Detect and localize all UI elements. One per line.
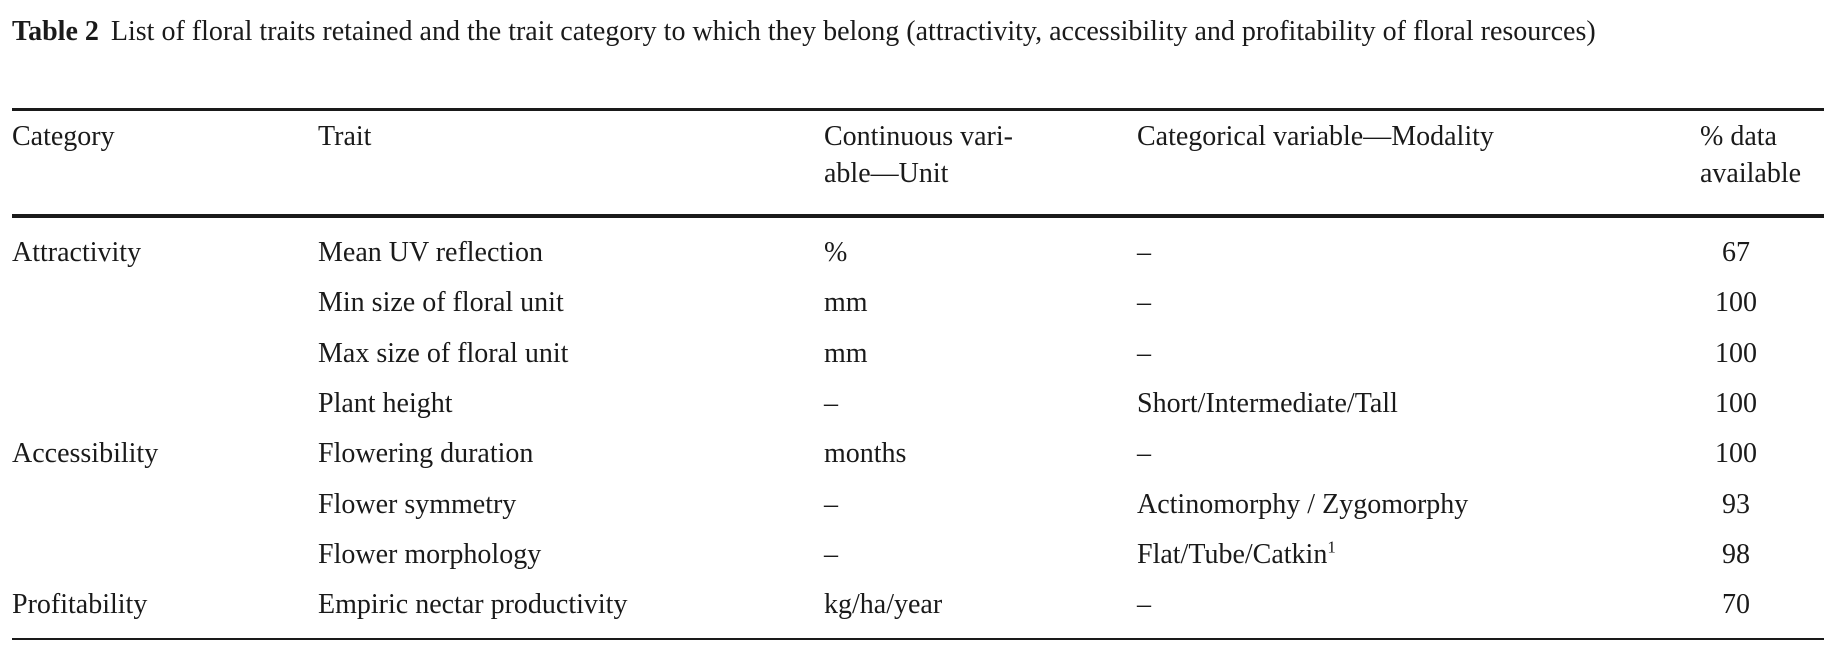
- cell-unit: mm: [824, 278, 868, 328]
- cell-modality-text: Flat/Tube/Catkin: [1137, 538, 1328, 570]
- cell-trait: Mean UV reflection: [318, 228, 543, 278]
- cell-data-available: 70: [1676, 580, 1796, 630]
- table-row: Profitability Empiric nectar productivity…: [0, 580, 1836, 630]
- cell-trait-text: Max size of floral unit: [318, 337, 569, 369]
- cell-trait-text: Empiric nectar productivity: [318, 589, 628, 621]
- bottom-rule: [12, 638, 1824, 640]
- cell-modality: Short/Intermediate/Tall: [1137, 379, 1398, 429]
- header-continuous-line1: Continuous vari-: [824, 121, 1013, 152]
- cell-unit-text: mm: [824, 287, 868, 319]
- cell-unit: –: [824, 379, 838, 429]
- cell-data-available-text: 93: [1722, 488, 1750, 520]
- cell-data-available-text: 100: [1715, 387, 1757, 419]
- cell-trait: Plant height: [318, 379, 453, 429]
- cell-data-available: 98: [1676, 530, 1796, 580]
- cell-trait: Flower symmetry: [318, 480, 516, 530]
- cell-modality-text: Short/Intermediate/Tall: [1137, 387, 1398, 419]
- cell-data-available: 100: [1676, 329, 1796, 379]
- cell-unit: mm: [824, 329, 868, 379]
- cell-modality: –: [1137, 278, 1151, 328]
- cell-trait-text: Min size of floral unit: [318, 287, 564, 319]
- cell-data-available-text: 70: [1722, 589, 1750, 621]
- cell-trait: Max size of floral unit: [318, 329, 568, 379]
- table-row: Flower symmetry – Actinomorphy / Zygomorph…: [0, 480, 1836, 530]
- cell-trait: Empiric nectar productivity: [318, 580, 627, 630]
- table-label: Table 2: [12, 16, 99, 47]
- cell-data-available: 100: [1676, 429, 1796, 479]
- top-rule: [12, 108, 1824, 111]
- cell-category: Profitability: [12, 580, 147, 630]
- header-rule: [12, 214, 1824, 218]
- cell-unit-text: months: [824, 438, 907, 470]
- cell-category: Accessibility: [12, 429, 158, 479]
- cell-trait: Min size of floral unit: [318, 278, 564, 328]
- caption-text: List of floral traits retained and the t…: [110, 16, 1596, 47]
- cell-category: Attractivity: [12, 228, 141, 278]
- cell-unit: –: [824, 530, 838, 580]
- table-row: Min size of floral unit mm – 100: [0, 278, 1836, 328]
- cell-modality: –: [1137, 228, 1151, 278]
- cell-data-available-text: 100: [1715, 438, 1757, 470]
- cell-unit: kg/ha/year: [824, 580, 942, 630]
- header-data-line2: available: [1700, 158, 1802, 189]
- table-row: Plant height – Short/Intermediate/Tall 100: [0, 379, 1836, 429]
- cell-unit-text: kg/ha/year: [824, 589, 943, 621]
- cell-trait-text: Flowering duration: [318, 438, 534, 470]
- cell-unit: %: [824, 228, 847, 278]
- cell-trait-text: Mean UV reflection: [318, 237, 543, 268]
- cell-data-available-text: 67: [1722, 237, 1750, 268]
- cell-modality-text: –: [1137, 287, 1151, 319]
- cell-unit-text: %: [824, 237, 848, 268]
- cell-data-available-text: 98: [1722, 538, 1750, 570]
- cell-data-available: 67: [1676, 228, 1796, 278]
- cell-trait-text: Flower symmetry: [318, 488, 517, 520]
- table-row: Max size of floral unit mm – 100: [0, 329, 1836, 379]
- header-category: Category: [12, 121, 115, 152]
- cell-modality-text: –: [1137, 237, 1151, 268]
- cell-category-text: Profitability: [12, 589, 148, 621]
- cell-unit-text: –: [824, 488, 838, 520]
- header-continuous-line2: able—Unit: [824, 158, 949, 189]
- cell-modality-text: –: [1137, 589, 1151, 621]
- header-data-line1: % data: [1700, 121, 1777, 152]
- cell-modality: –: [1137, 429, 1151, 479]
- cell-category-text: Attractivity: [12, 237, 142, 268]
- table-row: Accessibility Flowering duration months – 10…: [0, 429, 1836, 479]
- cell-modality-text: –: [1137, 438, 1151, 470]
- cell-category-text: Accessibility: [12, 438, 159, 470]
- cell-modality-text: –: [1137, 337, 1151, 369]
- footnote-marker: 1: [1327, 537, 1336, 557]
- cell-unit-text: –: [824, 387, 838, 419]
- cell-unit-text: –: [824, 538, 838, 570]
- table-row: Attractivity Mean UV reflection% – 67: [0, 228, 1836, 278]
- cell-trait-text: Flower morphology: [318, 538, 542, 570]
- cell-modality: Actinomorphy / Zygomorphy: [1137, 480, 1468, 530]
- cell-data-available: 100: [1676, 278, 1796, 328]
- table-row: Flower morphology – Flat/Tube/Catkin1 98: [0, 530, 1836, 580]
- header-trait: Trait: [318, 121, 372, 152]
- cell-modality: –: [1137, 329, 1151, 379]
- cell-data-available: 100: [1676, 379, 1796, 429]
- cell-unit: months: [824, 429, 906, 479]
- header-categorical: Categorical variable—Modality: [1137, 121, 1494, 152]
- cell-trait: Flowering duration: [318, 429, 533, 479]
- cell-data-available-text: 100: [1715, 287, 1757, 319]
- cell-modality: –: [1137, 580, 1151, 630]
- cell-data-available-text: 100: [1715, 337, 1757, 369]
- cell-unit-text: mm: [824, 337, 868, 369]
- cell-modality-text: Actinomorphy / Zygomorphy: [1137, 488, 1469, 520]
- cell-trait-text: Plant height: [318, 387, 453, 419]
- cell-trait: Flower morphology: [318, 530, 541, 580]
- table-caption: Table 2 List of floral traits retained an…: [12, 12, 1824, 52]
- header-data-available: % data available: [1700, 118, 1801, 192]
- cell-modality: Flat/Tube/Catkin1: [1137, 530, 1336, 580]
- cell-data-available: 93: [1676, 480, 1796, 530]
- cell-unit: –: [824, 480, 838, 530]
- header-continuous: Continuous vari- able—Unit: [824, 118, 1013, 192]
